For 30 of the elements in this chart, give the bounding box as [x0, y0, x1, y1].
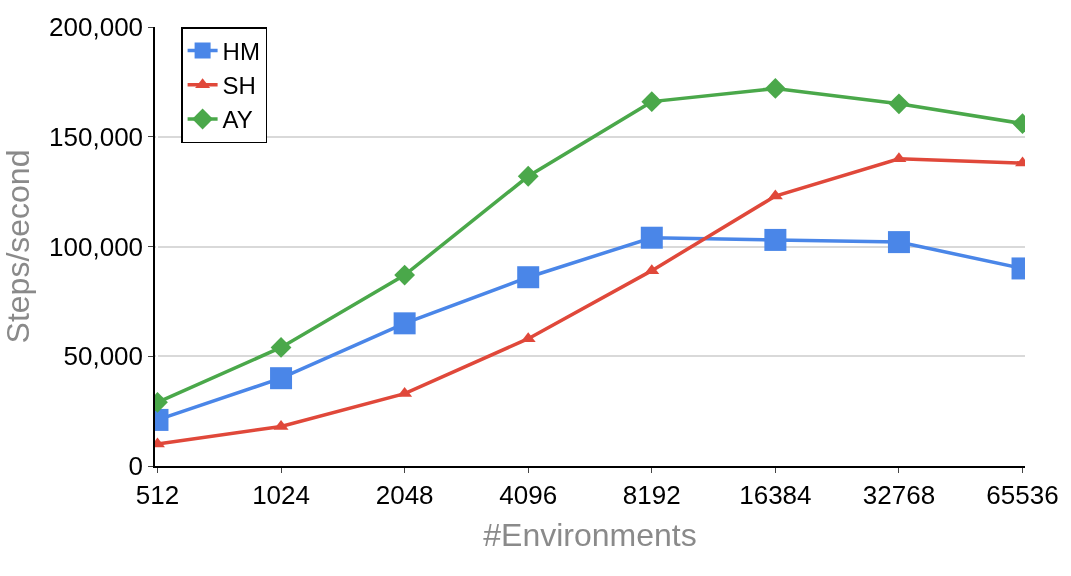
x-tick-label: 512: [135, 479, 180, 510]
x-tick-label: 32768: [862, 479, 936, 510]
y-tick-label: 200,000: [49, 12, 144, 43]
x-tick-label: 4096: [499, 479, 558, 510]
x-tick-label: 1024: [252, 479, 310, 510]
point: [764, 78, 786, 99]
legend-label: HM: [222, 37, 260, 65]
x-tick-label: 8192: [622, 479, 681, 510]
x-tick-label: 2048: [375, 479, 434, 510]
y-axis-title: Steps/second: [0, 149, 36, 344]
point: [270, 367, 293, 390]
x-tick-label: 16384: [739, 479, 812, 510]
point: [393, 312, 416, 335]
x-axis-title: #Environments: [483, 517, 697, 554]
legend-label: AY: [222, 106, 253, 134]
point: [887, 231, 910, 254]
point: [517, 165, 539, 187]
point: [270, 337, 292, 358]
y-tick-label: 0: [128, 451, 144, 482]
y-tick-label: 50,000: [63, 341, 144, 372]
y-tick-label: 100,000: [49, 231, 144, 262]
y-tick-label: 150,000: [49, 121, 144, 152]
point: [888, 93, 910, 115]
point: [764, 228, 787, 251]
point: [394, 264, 416, 286]
legend-label: SH: [222, 72, 256, 100]
point: [640, 226, 663, 249]
point: [641, 91, 663, 113]
x-tick-label: 65536: [986, 479, 1059, 510]
point: [517, 266, 540, 289]
